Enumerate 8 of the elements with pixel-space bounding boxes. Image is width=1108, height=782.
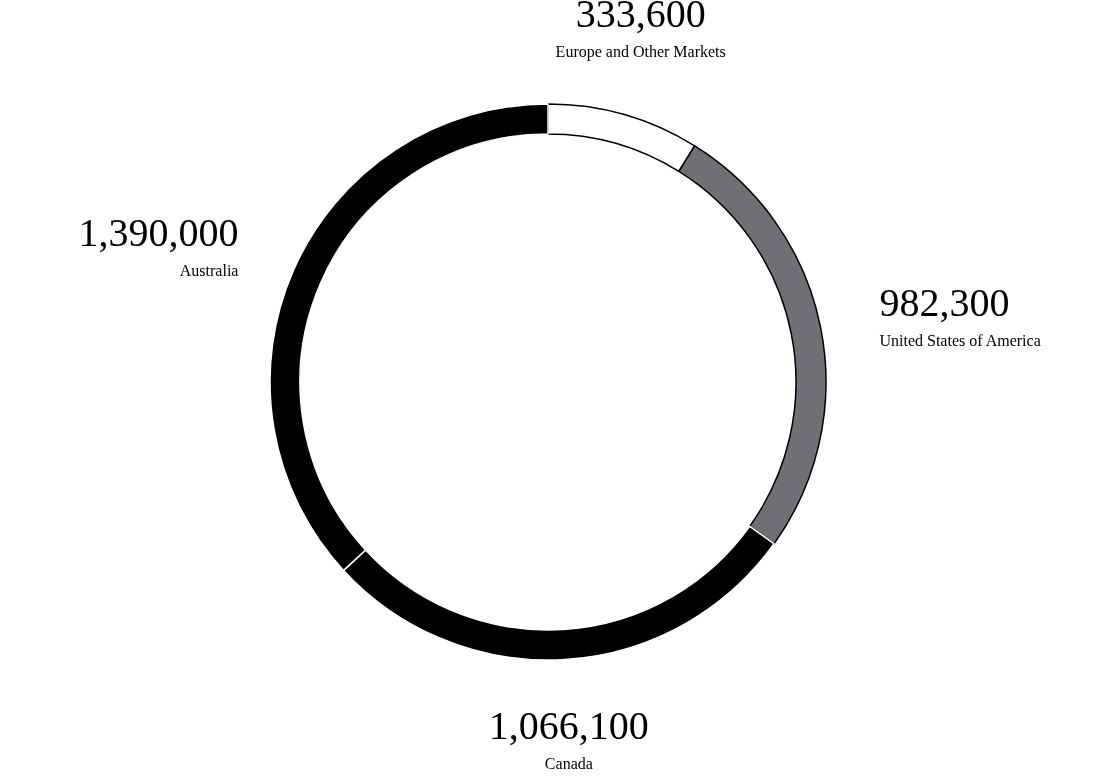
data-label: 1,066,100 xyxy=(488,703,649,749)
slice-label: United States of America xyxy=(879,331,1041,349)
data-label: 982,300 xyxy=(879,279,1010,325)
slice-label: Canada xyxy=(544,755,593,773)
slice-label: Europe and Other Markets xyxy=(555,42,726,61)
data-label: 1,390,000 xyxy=(78,210,239,256)
slice-label: Australia xyxy=(179,262,239,280)
data-label: 333,600 xyxy=(575,0,706,36)
